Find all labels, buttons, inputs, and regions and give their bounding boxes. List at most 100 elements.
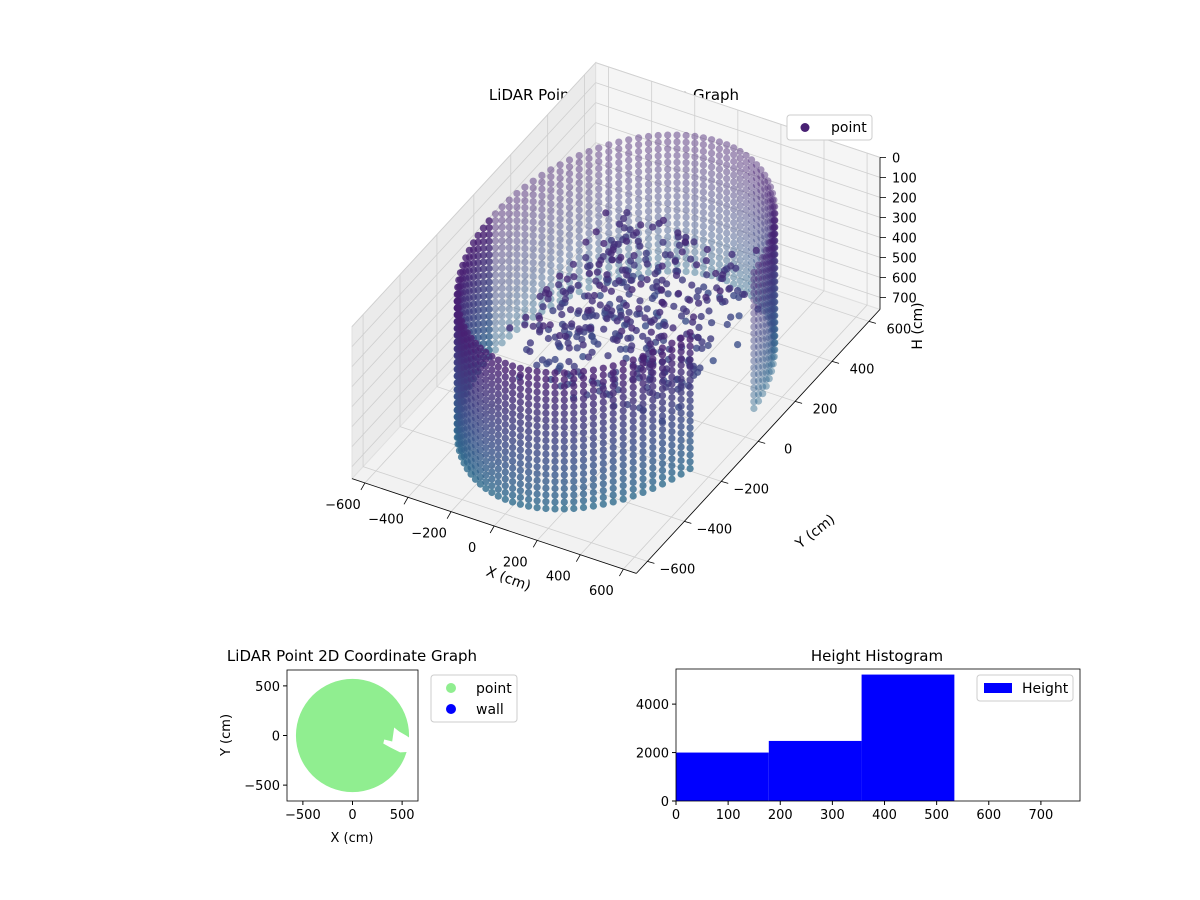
point-marker <box>664 233 672 241</box>
point-marker <box>542 484 550 492</box>
point-marker <box>770 244 778 252</box>
point-marker <box>521 204 529 212</box>
point-marker <box>549 307 557 315</box>
point-marker <box>767 360 776 369</box>
point-marker <box>769 305 777 314</box>
point-marker <box>579 341 587 349</box>
histogram-frame <box>675 668 1081 802</box>
point-marker <box>529 259 537 267</box>
point-marker <box>516 480 525 488</box>
point-marker <box>770 278 778 286</box>
point-marker <box>644 228 653 236</box>
point-marker <box>748 217 756 225</box>
point-marker <box>750 377 758 385</box>
point-marker <box>770 319 778 327</box>
point-marker <box>765 279 773 288</box>
point-marker <box>521 238 529 246</box>
point-marker <box>757 295 765 303</box>
z-tick-label: 700 <box>892 291 917 306</box>
point-marker <box>691 214 699 222</box>
point-marker <box>765 361 773 369</box>
point-marker <box>595 144 603 152</box>
point-marker <box>453 290 461 298</box>
point-marker <box>686 369 694 377</box>
point-marker <box>748 265 756 273</box>
point-marker <box>668 400 676 408</box>
legend-frame <box>786 114 873 141</box>
point-marker <box>488 475 496 483</box>
empty-region <box>383 727 418 753</box>
point-marker <box>699 215 708 223</box>
z-tick-label: 500 <box>892 251 917 266</box>
point-marker <box>533 463 541 471</box>
point-marker <box>476 405 484 413</box>
point-marker <box>599 466 607 474</box>
point-marker <box>639 352 647 360</box>
point-marker <box>677 395 685 403</box>
point-marker <box>547 275 555 283</box>
point-marker <box>599 459 607 467</box>
point-marker <box>551 355 559 364</box>
point-marker <box>770 291 778 300</box>
point-marker <box>619 441 627 449</box>
point-marker <box>501 407 509 415</box>
point-marker <box>762 355 770 363</box>
point-marker <box>505 278 513 286</box>
point-marker <box>476 385 484 393</box>
point-marker <box>508 362 517 370</box>
point-marker <box>770 312 778 320</box>
x-tick <box>489 525 495 534</box>
point-marker <box>673 192 681 200</box>
point-marker <box>766 203 775 211</box>
point-marker <box>723 215 731 224</box>
point-marker <box>742 233 750 241</box>
point-marker <box>629 424 637 432</box>
point-marker <box>599 473 607 481</box>
point-marker <box>752 297 761 305</box>
point-marker <box>595 260 603 268</box>
point-marker <box>764 197 772 205</box>
point-marker <box>599 405 607 413</box>
point-marker <box>615 192 623 201</box>
point-marker <box>708 210 716 219</box>
point-marker <box>657 286 665 294</box>
point-marker <box>525 366 533 374</box>
point-marker <box>547 234 555 242</box>
point-marker <box>767 354 776 362</box>
point-marker <box>560 376 568 384</box>
point-marker <box>759 315 767 323</box>
point-marker <box>471 339 480 347</box>
point-marker <box>708 149 716 157</box>
point-marker <box>643 305 651 313</box>
point-marker <box>765 354 773 362</box>
point-region <box>295 678 410 793</box>
point-marker <box>538 280 546 288</box>
point-marker <box>508 389 517 397</box>
point-marker <box>672 271 681 279</box>
point-marker <box>715 186 724 194</box>
point-marker <box>494 444 502 453</box>
point-marker <box>688 281 696 289</box>
point-marker <box>595 198 603 206</box>
point-marker <box>761 246 769 254</box>
point-marker <box>673 213 681 221</box>
point-marker <box>736 215 744 224</box>
point-marker <box>715 247 724 255</box>
point-marker <box>521 285 529 293</box>
point-marker <box>673 179 681 187</box>
point-marker <box>764 245 772 253</box>
point-marker <box>639 461 647 469</box>
point-marker <box>765 259 773 267</box>
point-marker <box>761 273 769 281</box>
point-marker <box>609 375 617 384</box>
point-marker <box>768 244 777 252</box>
point-marker <box>479 285 487 293</box>
point-marker <box>686 431 694 439</box>
point-marker <box>754 261 763 269</box>
point-marker <box>542 423 550 431</box>
point-marker <box>615 152 623 160</box>
point-marker <box>658 262 666 270</box>
point-marker <box>533 381 541 389</box>
point-marker <box>723 181 731 190</box>
point-marker <box>771 250 779 258</box>
